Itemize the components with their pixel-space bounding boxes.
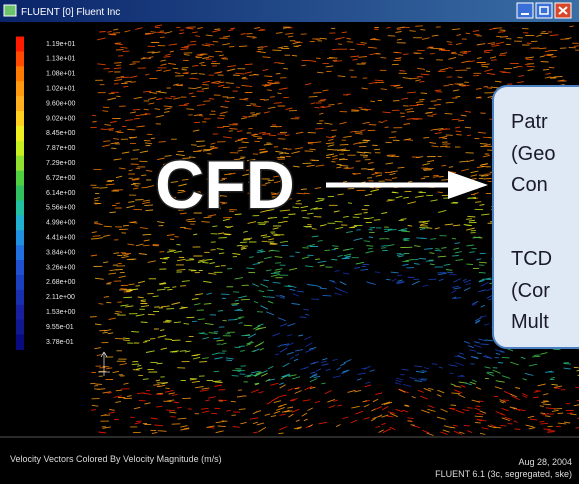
arrow [326,171,488,199]
colorbar-label: 2.11e+00 [46,294,75,301]
callout-line: TCD [511,248,552,270]
colorbar-swatch [16,155,24,172]
callout-box [492,85,579,349]
colorbar-swatch [16,185,24,201]
maximize-button[interactable] [535,2,553,19]
colorbar-label: 6.72e+00 [46,175,75,182]
colorbar-swatch [16,304,24,321]
velocity-vectors [90,25,579,381]
title-bar [0,0,579,22]
colorbar-label: 9.60e+00 [46,100,75,107]
colorbar-swatch [16,140,24,157]
car-body [328,298,444,352]
colorbar-label: 7.87e+00 [46,145,75,152]
colorbar-label: 1.19e+01 [46,41,75,48]
colorbar-swatch [16,260,24,276]
callout-line: (Cor [511,280,550,302]
minimize-button[interactable] [516,2,534,19]
callout-line: Patr [511,111,548,133]
colorbar: 1.19e+01 1.13e+01 1.08e+01 1.02e+01 9.60e+00… [16,36,75,350]
colorbar-swatch [16,66,24,82]
colorbar-swatch [16,319,24,336]
colorbar-swatch [16,200,24,216]
colorbar-label: 3.26e+00 [46,264,75,271]
window-title: FLUENT [0] Fluent Inc [21,7,120,18]
colorbar-swatch [16,334,24,350]
colorbar-swatch [16,245,24,261]
colorbar-swatch [16,125,24,142]
window-buttons [516,2,572,19]
footer-version: FLUENT 6.1 (3c, segregated, ske) [435,469,572,479]
colorbar-swatch [16,111,24,127]
colorbar-label: 7.29e+00 [46,160,75,167]
colorbar-swatch [16,51,24,67]
velocity-vectors [91,382,579,435]
colorbar-label: 4.99e+00 [46,220,75,227]
colorbar-swatch [16,36,24,52]
colorbar-swatch [16,81,24,97]
app-icon [3,4,17,17]
colorbar-swatch [16,230,24,246]
cfd-label: CFD [155,147,295,223]
colorbar-label: 1.08e+01 [46,71,75,78]
colorbar-label: 5.56e+00 [46,205,75,212]
axis-triad [98,351,110,376]
callout-line: Con [511,174,548,196]
footer-caption: Velocity Vectors Colored By Velocity Mag… [10,454,222,464]
colorbar-label: 9.55e-01 [46,324,74,331]
colorbar-label: 3.84e+00 [46,249,75,256]
colorbar-swatch [16,170,24,187]
callout-line: (Geo [511,143,555,165]
colorbar-swatch [16,215,24,231]
colorbar-label: 1.13e+01 [46,56,75,63]
colorbar-label: 9.02e+00 [46,115,75,122]
colorbar-swatch [16,96,24,112]
colorbar-label: 6.14e+00 [46,190,75,197]
colorbar-label: 3.78e-01 [46,339,74,346]
callout-text: Patr (Geo Con TCD (Cor Mult [511,111,555,333]
colorbar-label: 4.41e+00 [46,235,75,242]
colorbar-swatch [16,274,24,291]
velocity-vectors [277,268,505,381]
colorbar-label: 8.45e+00 [46,130,75,137]
colorbar-label: 1.53e+00 [46,309,75,316]
callout-line: Mult [511,311,549,333]
footer-date: Aug 28, 2004 [518,457,572,467]
velocity-vectors [90,24,579,141]
colorbar-label: 1.02e+01 [46,86,75,93]
colorbar-label: 2.68e+00 [46,279,75,286]
colorbar-swatch [16,289,24,306]
